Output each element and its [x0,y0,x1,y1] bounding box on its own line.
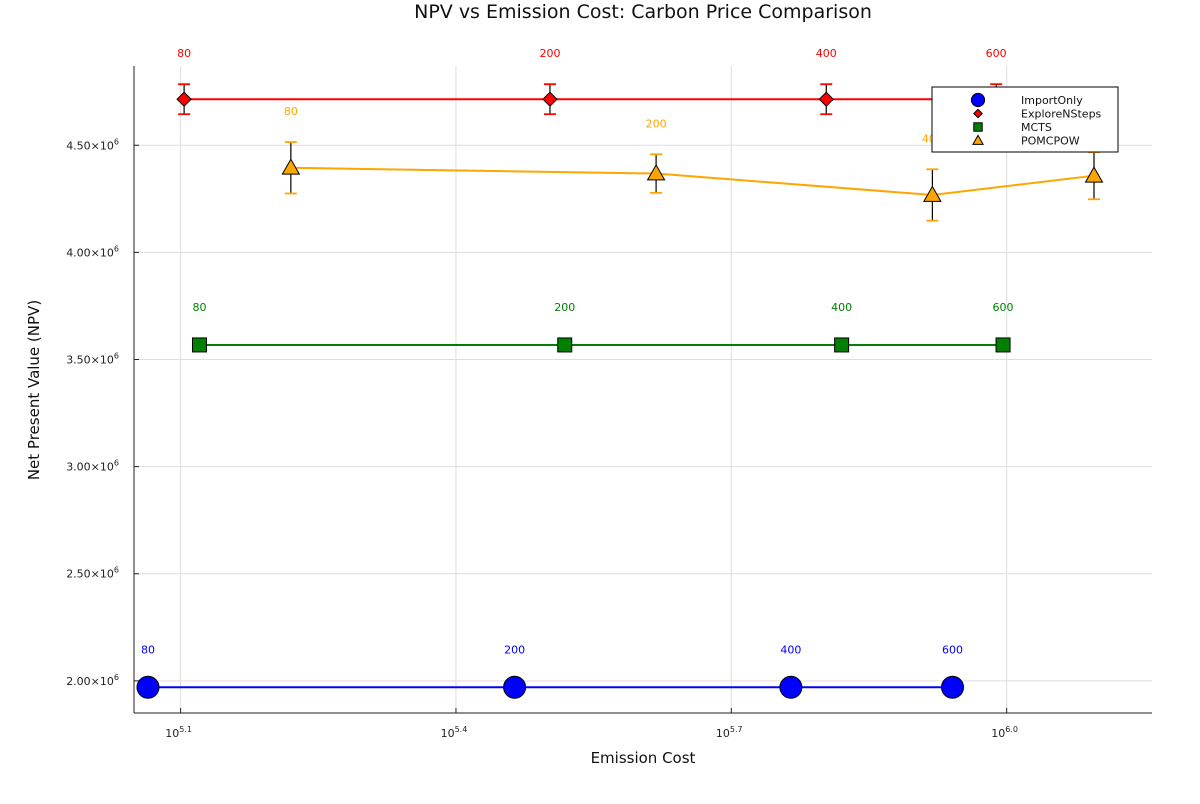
series-line [290,166,1095,196]
point-label: 400 [780,643,801,656]
legend-marker [972,134,984,145]
y-tick-mantissa: 2.00×10 [66,675,114,688]
data-point [176,91,192,107]
series-mcts: 80 200 400 600 [191,301,1014,353]
point-label: 600 [986,47,1007,60]
legend-label: ImportOnly [1021,94,1083,107]
point-label: 80 [141,643,155,656]
x-tick-exponent: 5.4 [455,725,468,734]
data-point [923,185,942,202]
y-tick-mantissa: 3.50×10 [66,354,114,367]
y-tick-label: 4.00×106 [66,244,119,259]
y-tick-mantissa: 3.00×10 [66,461,114,474]
series-explorensteps: 80 200 400 600 [176,47,1007,116]
y-tick-label: 3.00×106 [66,459,119,474]
data-point [941,675,965,699]
y-tick-mantissa: 4.50×10 [66,139,114,152]
x-tick-base: 10 [716,727,730,740]
data-point [1084,166,1104,183]
data-point [136,675,160,699]
data-point [834,337,850,353]
data-point [646,164,666,181]
x-tick-base: 10 [441,727,455,740]
data-point [503,675,527,699]
point-label: 80 [284,105,298,118]
y-tick-exponent: 6 [114,566,119,575]
legend-marker [973,108,983,119]
x-tick-exponent: 5.1 [179,725,192,734]
legend-label: MCTS [1021,121,1052,134]
point-label: 200 [646,117,667,130]
series-importonly: 80 200 400 600 [136,643,965,699]
point-label: 600 [942,643,963,656]
legend-box [931,86,1119,153]
data-point [995,337,1011,353]
legend-item-importonly: ImportOnly [970,92,1083,108]
legend-marker [973,122,983,132]
data-point [191,337,207,353]
chart-title: NPV vs Emission Cost: Carbon Price Compa… [414,1,872,23]
x-tick-base: 10 [991,727,1005,740]
point-label: 400 [816,47,837,60]
legend-item-explorensteps: ExploreNSteps [973,108,1102,121]
point-label: 400 [831,301,852,314]
point-label: 80 [177,47,191,60]
y-tick-exponent: 6 [114,352,119,361]
y-tick-label: 2.00×106 [66,673,119,688]
y-tick-exponent: 6 [114,244,119,253]
x-tick-label: 105.1 [165,725,192,740]
y-tick-exponent: 6 [114,459,119,468]
point-label: 200 [504,643,525,656]
data-point [557,337,573,353]
data-point [542,91,558,107]
x-axis-label: Emission Cost [591,749,696,767]
axes: 105.1 105.4 105.7 106.02.00×1062.50×1063.00… [66,66,1152,740]
x-tick-label: 105.4 [441,725,468,740]
y-tick-label: 4.50×106 [66,137,119,152]
data-point [281,158,301,175]
legend-label: ExploreNSteps [1021,108,1102,121]
x-tick-label: 106.0 [991,725,1018,740]
data-point [818,91,834,107]
data-point [779,675,803,699]
y-tick-exponent: 6 [114,137,119,146]
y-axis-label: Net Present Value (NPV) [25,300,43,480]
y-tick-mantissa: 4.00×10 [66,246,114,259]
y-tick-exponent: 6 [114,673,119,682]
y-tick-label: 3.50×106 [66,352,119,367]
x-tick-exponent: 5.7 [730,725,743,734]
legend-item-pomcpow: POMCPOW [972,134,1080,148]
point-label: 80 [192,301,206,314]
x-tick-label: 105.7 [716,725,743,740]
legend-item-mcts: MCTS [973,121,1052,134]
x-tick-exponent: 6.0 [1005,725,1018,734]
point-label: 200 [554,301,575,314]
point-label: 600 [993,301,1014,314]
y-tick-mantissa: 2.50×10 [66,568,114,581]
x-tick-base: 10 [165,727,179,740]
legend-label: POMCPOW [1021,135,1080,148]
legend-marker [970,92,986,108]
y-tick-label: 2.50×106 [66,566,119,581]
point-label: 200 [539,47,560,60]
